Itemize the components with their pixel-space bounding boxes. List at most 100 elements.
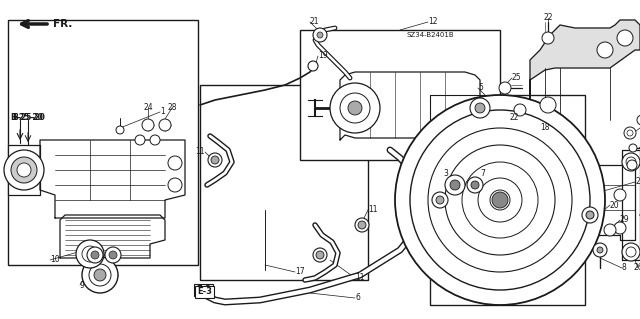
Text: 18: 18 (540, 123, 550, 132)
Circle shape (499, 82, 511, 94)
Circle shape (135, 135, 145, 145)
Polygon shape (40, 140, 185, 218)
Circle shape (597, 247, 603, 253)
Circle shape (626, 247, 636, 257)
Text: E-3: E-3 (196, 286, 211, 294)
Circle shape (94, 269, 106, 281)
Circle shape (624, 127, 636, 139)
Circle shape (87, 247, 103, 263)
Circle shape (116, 126, 124, 134)
Text: 5: 5 (478, 84, 483, 93)
Circle shape (492, 192, 508, 208)
Circle shape (467, 177, 483, 193)
Text: 26: 26 (633, 263, 640, 272)
Polygon shape (340, 72, 480, 140)
Text: 6: 6 (355, 293, 360, 302)
Text: 24: 24 (143, 103, 153, 113)
Circle shape (614, 189, 626, 201)
Bar (8, 20, 198, 265)
Circle shape (358, 221, 366, 229)
Circle shape (490, 190, 510, 210)
Circle shape (593, 243, 607, 257)
Polygon shape (585, 165, 635, 240)
Circle shape (478, 178, 522, 222)
Circle shape (91, 251, 99, 259)
Circle shape (514, 104, 526, 116)
Text: 20: 20 (610, 201, 620, 210)
Circle shape (436, 196, 444, 204)
Circle shape (159, 119, 171, 131)
Circle shape (450, 180, 460, 190)
Bar (300, 30, 500, 160)
Circle shape (11, 157, 37, 183)
Bar (430, 95, 585, 305)
Text: SZ34-B2401B: SZ34-B2401B (406, 32, 454, 38)
Text: B-25-20: B-25-20 (12, 114, 45, 122)
Circle shape (355, 218, 369, 232)
Circle shape (142, 119, 154, 131)
Text: 11: 11 (368, 205, 378, 214)
Circle shape (470, 98, 490, 118)
Circle shape (617, 30, 633, 46)
Circle shape (82, 257, 118, 293)
Text: 11: 11 (355, 273, 365, 283)
Circle shape (4, 150, 44, 190)
Circle shape (168, 178, 182, 192)
Polygon shape (60, 215, 165, 258)
Text: 3: 3 (443, 168, 448, 177)
Text: 8: 8 (622, 263, 627, 272)
Circle shape (208, 153, 222, 167)
Text: 9: 9 (80, 280, 85, 290)
Text: 1: 1 (160, 108, 164, 116)
Text: 22: 22 (543, 13, 553, 23)
Circle shape (597, 42, 613, 58)
Circle shape (428, 128, 572, 272)
Text: 28: 28 (167, 103, 177, 113)
Text: 2: 2 (635, 177, 640, 187)
Text: 17: 17 (295, 268, 305, 277)
Text: 21: 21 (310, 18, 319, 26)
Circle shape (445, 175, 465, 195)
Circle shape (586, 211, 594, 219)
Circle shape (471, 181, 479, 189)
Circle shape (540, 97, 556, 113)
Text: 25: 25 (512, 73, 522, 83)
Circle shape (168, 156, 182, 170)
Circle shape (76, 240, 104, 268)
Circle shape (622, 153, 640, 171)
Circle shape (462, 162, 538, 238)
Circle shape (432, 192, 448, 208)
Text: 12: 12 (428, 18, 438, 26)
Circle shape (340, 93, 370, 123)
Circle shape (582, 207, 598, 223)
Text: E-3: E-3 (197, 287, 212, 296)
Text: 22: 22 (510, 114, 520, 122)
Circle shape (211, 156, 219, 164)
Circle shape (313, 248, 327, 262)
Text: 10: 10 (50, 256, 60, 264)
Circle shape (614, 222, 626, 234)
Polygon shape (622, 150, 640, 260)
Circle shape (604, 224, 616, 236)
Circle shape (348, 101, 362, 115)
Text: 19: 19 (318, 51, 328, 61)
Circle shape (308, 61, 318, 71)
Circle shape (626, 157, 636, 167)
Circle shape (542, 32, 554, 44)
Circle shape (89, 264, 111, 286)
Circle shape (105, 247, 121, 263)
Circle shape (627, 130, 633, 136)
Text: 29: 29 (620, 216, 630, 225)
Polygon shape (8, 145, 40, 195)
Circle shape (445, 145, 555, 255)
Circle shape (637, 115, 640, 125)
Circle shape (330, 83, 380, 133)
Text: FR.: FR. (53, 19, 72, 29)
Circle shape (150, 135, 160, 145)
Circle shape (17, 163, 31, 177)
Bar (200, 85, 368, 280)
Circle shape (622, 243, 640, 261)
Circle shape (317, 32, 323, 38)
Text: B-25-20: B-25-20 (10, 114, 43, 122)
Circle shape (627, 160, 637, 170)
